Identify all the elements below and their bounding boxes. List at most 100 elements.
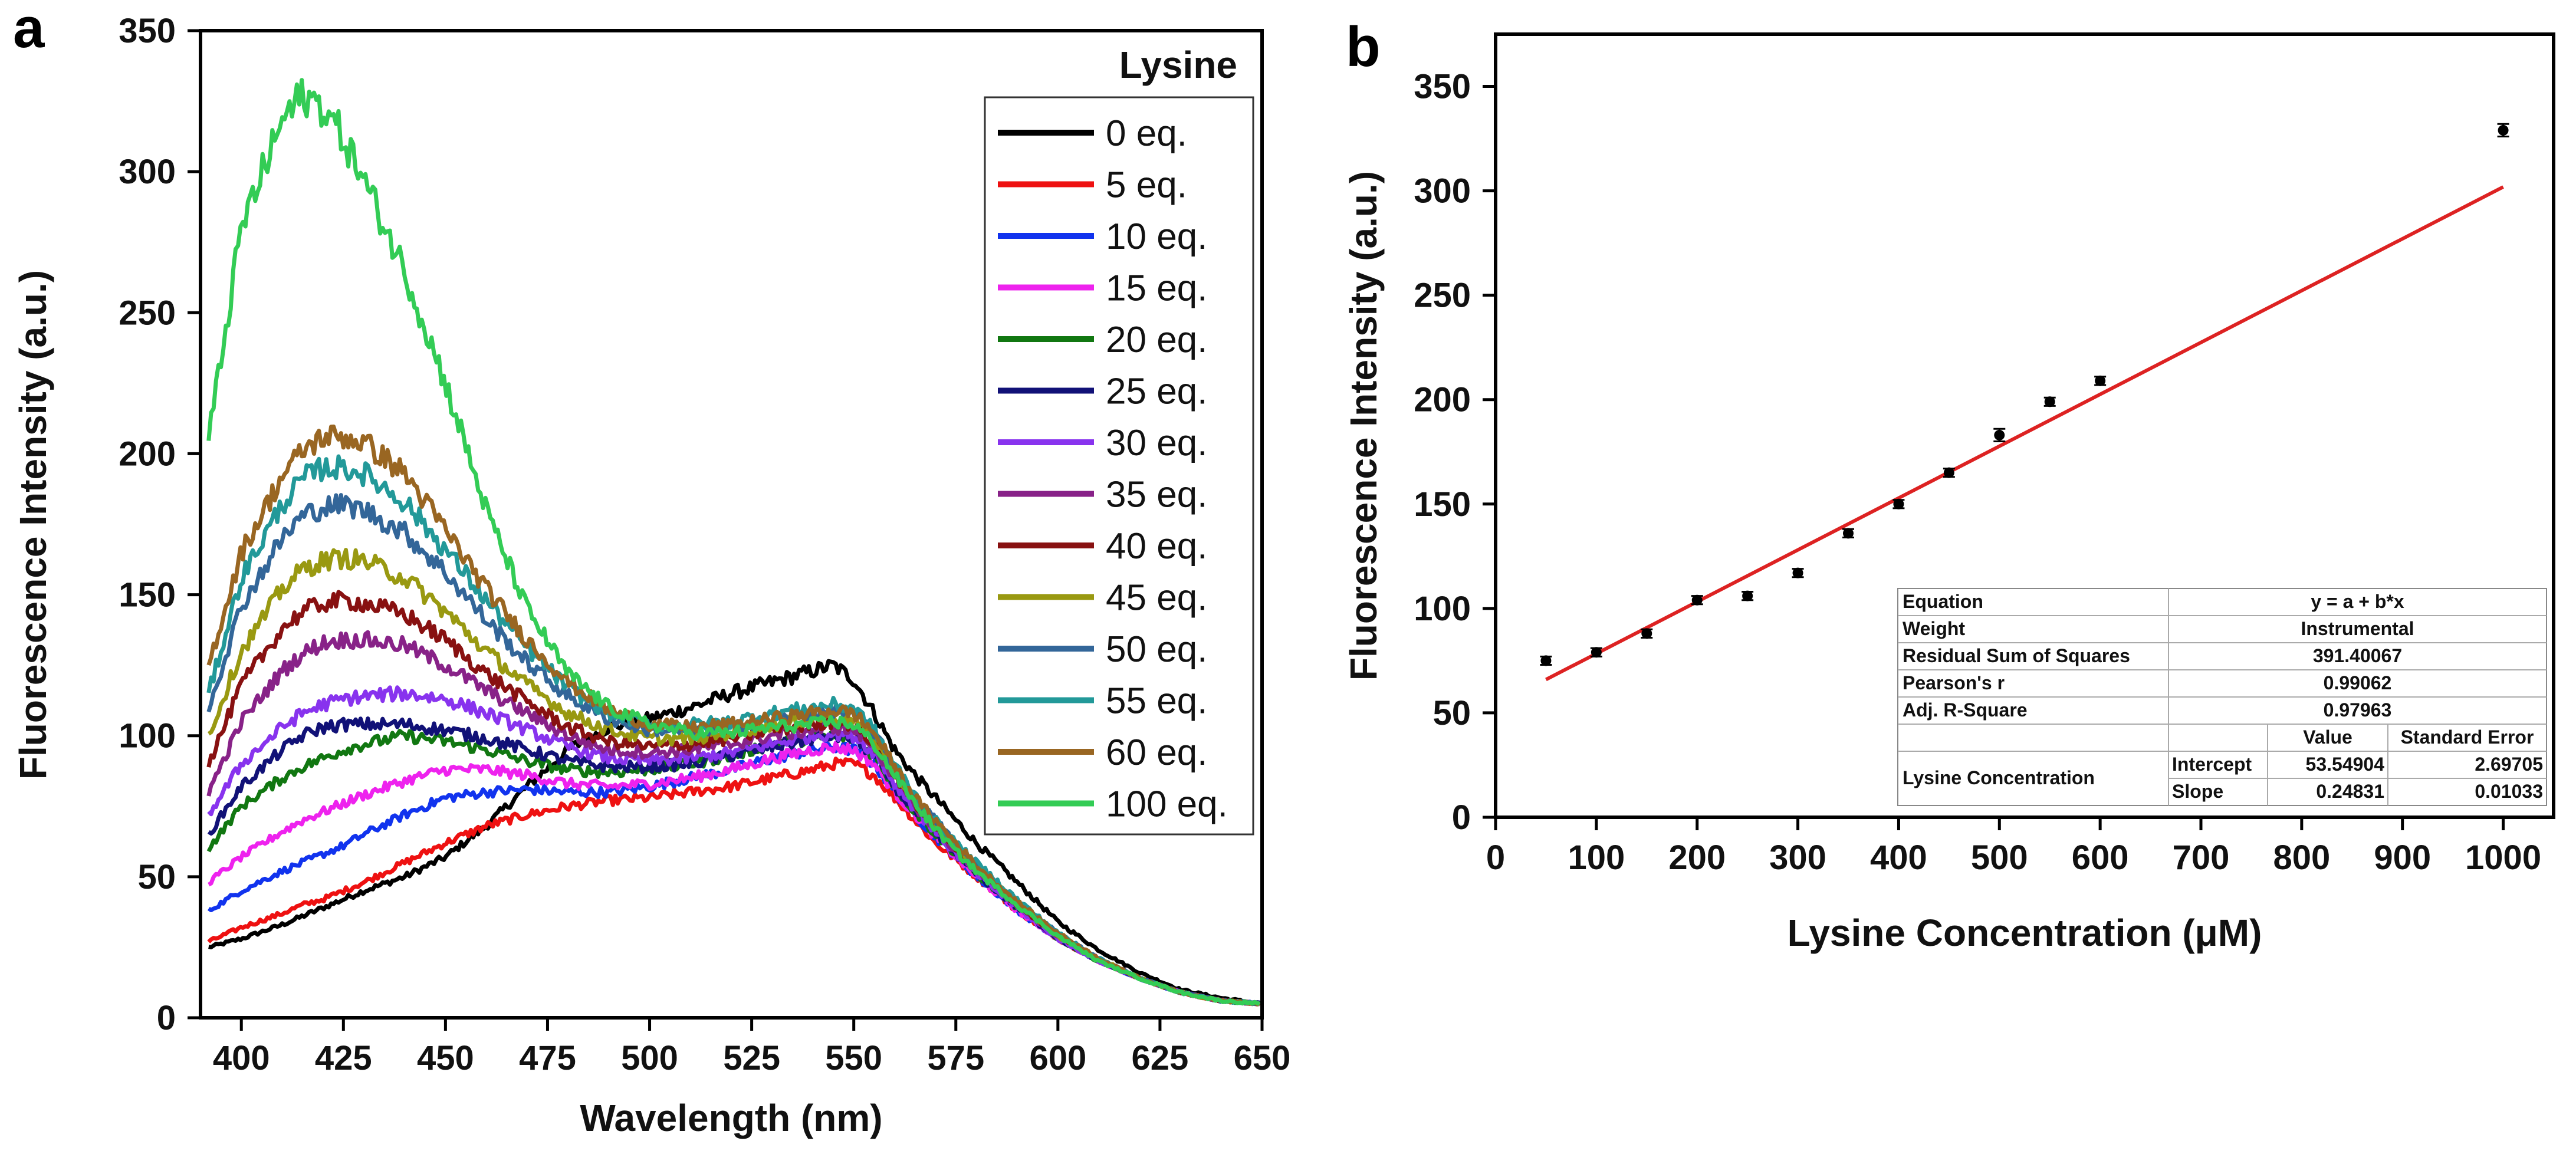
data-point (1792, 567, 1803, 578)
x-tick-label: 650 (1234, 1039, 1291, 1077)
x-tick-label: 550 (825, 1039, 882, 1077)
x-tick-label: 400 (213, 1039, 270, 1077)
x-tick-label: 425 (315, 1039, 372, 1077)
panel-a-series-lines (206, 78, 1261, 1007)
legend-label: 25 eq. (1106, 371, 1207, 412)
data-point-group (1540, 655, 1552, 666)
x-tick-label: 500 (621, 1039, 678, 1077)
panel-a-ticks: 400 425 450 475 500 525 550 575 600 625 650 0 50 100 1… (119, 12, 1290, 1077)
x-tick-label: 300 (1769, 839, 1826, 877)
y-tick-label: 100 (119, 717, 176, 755)
panel-b-points (1540, 123, 2509, 666)
data-point-group (1993, 428, 2006, 443)
data-point (1742, 590, 1753, 601)
table-cell: Value (2303, 726, 2352, 748)
legend-label: 55 eq. (1106, 681, 1207, 722)
y-tick-label: 200 (119, 435, 176, 473)
table-cell: 0.97963 (2324, 699, 2392, 721)
y-tick-label: 150 (1414, 485, 1471, 524)
data-point (1893, 498, 1904, 509)
series-line-13 (206, 425, 1261, 1007)
legend: 0 eq. 5 eq. 10 eq. 15 eq. 20 eq. 25 eq. 30 eq.… (998, 113, 1228, 825)
panel-a-chart: 400 425 450 475 500 525 550 575 600 625 650 0 50 100 1… (12, 12, 1290, 1139)
x-tick-label: 200 (1668, 839, 1726, 877)
panel-b-y-axis-title: Fluorescence Intensity (a.u.) (1342, 171, 1385, 680)
y-tick-label: 350 (119, 12, 176, 50)
x-tick-label: 600 (1029, 1039, 1086, 1077)
series-line-14 (206, 78, 1261, 1007)
table-cell: 0.99062 (2324, 672, 2392, 693)
x-tick-label: 525 (723, 1039, 780, 1077)
legend-label: 35 eq. (1106, 475, 1207, 515)
x-tick-label: 400 (1870, 839, 1927, 877)
legend-label: 30 eq. (1106, 423, 1207, 463)
table-cell: Slope (2172, 781, 2223, 802)
y-tick-label: 150 (119, 576, 176, 614)
table-cell: 0.01033 (2475, 781, 2543, 802)
legend-label: 10 eq. (1106, 216, 1207, 257)
table-cell: Pearson's r (1903, 672, 2005, 693)
x-tick-label: 100 (1568, 839, 1625, 877)
legend-label: 45 eq. (1106, 578, 1207, 619)
panel-b-letter: b (1346, 15, 1381, 78)
x-tick-label: 1000 (2465, 839, 2541, 877)
legend-label: 50 eq. (1106, 629, 1207, 670)
panel-b-ticks: 0 100 200 300 400 500 600 700 800 900 1000 0 50 100 15… (1414, 68, 2541, 877)
x-tick-label: 500 (1971, 839, 2028, 877)
panel-a-letter: a (13, 0, 45, 60)
y-tick-label: 200 (1414, 381, 1471, 419)
panel-b-frame (1494, 32, 2555, 819)
table-cell: Adj. R-Square (1903, 699, 2028, 721)
legend-label: 60 eq. (1106, 732, 1207, 773)
y-tick-label: 0 (1452, 798, 1471, 837)
legend-label: 5 eq. (1106, 165, 1187, 206)
x-tick-label: 475 (519, 1039, 576, 1077)
data-point (2498, 124, 2509, 136)
data-point-group (2497, 123, 2509, 138)
data-point-group (2043, 396, 2056, 407)
x-tick-label: 900 (2374, 839, 2431, 877)
data-point-group (1792, 567, 1804, 578)
panel-b-x-axis-title: Lysine Concentration (μM) (1788, 912, 2262, 954)
y-tick-label: 50 (1432, 694, 1471, 732)
y-tick-label: 100 (1414, 590, 1471, 628)
y-tick-label: 0 (157, 999, 176, 1037)
y-tick-label: 250 (119, 294, 176, 332)
table-cell: Weight (1903, 618, 1965, 639)
table-cell: Residual Sum of Squares (1903, 645, 2130, 666)
data-point (2044, 396, 2055, 407)
data-point-group (1691, 594, 1703, 606)
data-point (1943, 467, 1954, 478)
fit-line-group (1545, 185, 2504, 682)
data-point (1994, 429, 2005, 440)
data-point (2095, 375, 2106, 386)
x-tick-label: 800 (2273, 839, 2330, 877)
panel-a-frame (199, 29, 1264, 1020)
data-point-group (1892, 498, 1905, 509)
x-tick-label: 600 (2072, 839, 2129, 877)
x-tick-label: 450 (417, 1039, 474, 1077)
table-cell: Equation (1903, 591, 1983, 612)
table-cell: 0.24831 (2316, 781, 2384, 802)
legend-label: 15 eq. (1106, 268, 1207, 309)
y-tick-label: 250 (1414, 277, 1471, 315)
x-tick-label: 700 (2173, 839, 2230, 877)
legend-label: 0 eq. (1106, 113, 1187, 154)
legend-label: 100 eq. (1106, 784, 1228, 825)
table-cell: Intercept (2172, 754, 2252, 775)
data-point-group (1943, 467, 1955, 478)
legend-label: 20 eq. (1106, 320, 1207, 360)
data-point-group (1641, 628, 1653, 639)
fit-line (1545, 185, 2504, 682)
x-tick-label: 575 (927, 1039, 984, 1077)
panel-a-x-axis-title: Wavelength (nm) (580, 1097, 882, 1139)
data-point (1591, 647, 1602, 658)
table-cell: y = a + b*x (2311, 591, 2404, 612)
y-tick-label: 350 (1414, 68, 1471, 106)
data-point (1540, 655, 1552, 666)
legend-label: 40 eq. (1106, 526, 1207, 567)
legend-title: Lysine (1119, 44, 1237, 86)
panel-b-chart: 0 100 200 300 400 500 600 700 800 900 1000 0 50 100 15… (1342, 32, 2555, 954)
data-point-group (1742, 590, 1754, 601)
